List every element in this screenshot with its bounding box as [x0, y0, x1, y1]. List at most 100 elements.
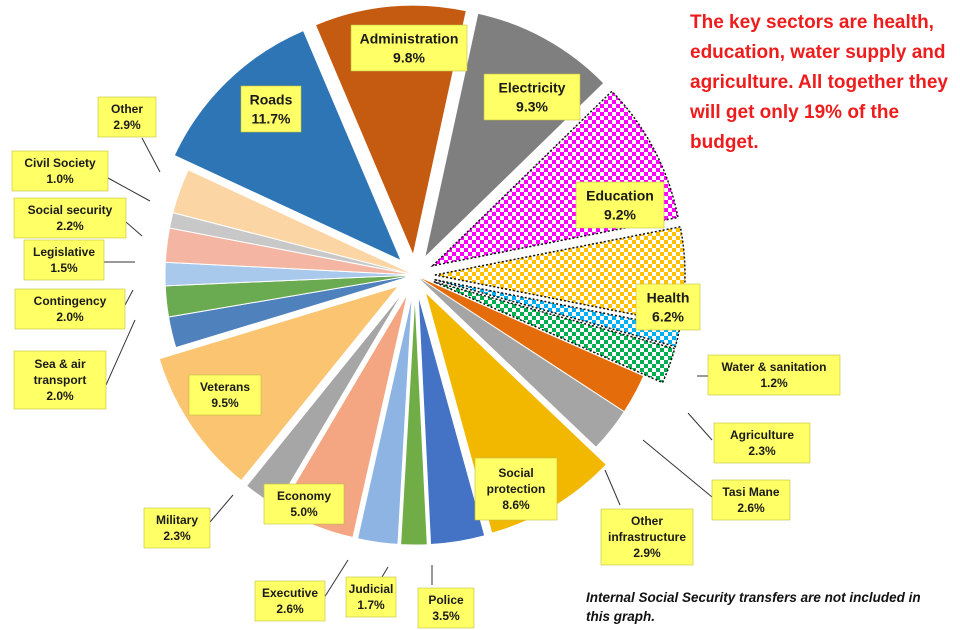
category-label-sea-air-transport: Sea & air: [34, 357, 86, 371]
value-label-police: 3.5%: [432, 609, 460, 623]
category-label-administration: Administration: [360, 30, 459, 46]
label-box-social-protection: [474, 457, 558, 521]
data-labels: Administration 9.8% Electricity 9.3% Educati…: [11, 24, 841, 629]
slice-other: [172, 169, 416, 276]
category-label-sea-air-transport: transport: [34, 373, 87, 387]
slice-police: [417, 294, 486, 545]
value-label-roads: 11.7%: [252, 110, 291, 126]
label-veterans: Veterans 9.5%: [188, 374, 262, 416]
slice-health: [434, 225, 686, 325]
value-label-military: 2.3%: [163, 529, 191, 543]
transfers-footnote: Internal Social Security transfers are n…: [586, 590, 921, 624]
category-label-military: Military: [156, 513, 198, 527]
category-label-social-protection: protection: [487, 482, 546, 496]
label-box-tasi-mane: [711, 479, 791, 521]
category-label-electricity: Electricity: [499, 79, 566, 95]
category-label-civil-society: Civil Society: [24, 156, 96, 170]
pie-slices: [158, 4, 686, 546]
label-box-social-security: [13, 197, 127, 239]
category-label-health: Health: [647, 289, 690, 305]
pie-center: [409, 269, 421, 281]
slice-other-infrastructure: [414, 274, 625, 449]
category-label-other-infrastructure: infrastructure: [608, 530, 686, 544]
label-box-contingency: [14, 288, 126, 330]
label-water-sanitation: Water & sanitation 1.2%: [707, 354, 841, 396]
category-label-education: Education: [586, 187, 654, 203]
label-box-other-infrastructure: [600, 508, 694, 566]
label-military: Military 2.3%: [143, 507, 211, 549]
label-police: Police 3.5%: [417, 587, 475, 629]
label-judicial: Judicial 1.7%: [345, 576, 397, 618]
label-legislative: Legislative 1.5%: [23, 239, 105, 281]
leader-line-other-infrastructure: [604, 469, 621, 506]
label-box-executive: [254, 580, 326, 622]
value-label-veterans: 9.5%: [211, 396, 239, 410]
label-economy: Economy 5.0%: [263, 483, 345, 525]
label-health: Health 6.2%: [635, 283, 701, 331]
label-box-electricity: [483, 73, 581, 121]
leader-line-military: [209, 494, 234, 523]
label-executive: Executive 2.6%: [254, 580, 326, 622]
category-label-economy: Economy: [277, 489, 331, 503]
value-label-other-infrastructure: 2.9%: [633, 546, 661, 560]
leader-line-social-security: [125, 221, 143, 237]
label-sea-air-transport: Sea & air transport 2.0%: [13, 350, 107, 410]
category-label-water-sanitation: Water & sanitation: [722, 360, 827, 374]
value-label-social-security: 2.2%: [56, 219, 84, 233]
label-box-roads: [240, 85, 302, 133]
value-label-contingency: 2.0%: [56, 310, 84, 324]
label-box-other: [97, 96, 157, 138]
value-label-legislative: 1.5%: [50, 261, 78, 275]
label-box-economy: [263, 483, 345, 525]
slice-water-sanitation: [434, 278, 681, 348]
value-label-education: 9.2%: [604, 206, 636, 222]
category-label-tasi-mane: Tasi Mane: [722, 485, 779, 499]
category-label-police: Police: [428, 593, 464, 607]
category-label-judicial: Judicial: [349, 582, 394, 596]
slice-veterans: [158, 285, 400, 482]
label-social-security: Social security 2.2%: [13, 197, 127, 239]
label-box-education: [575, 181, 665, 229]
category-label-veterans: Veterans: [200, 380, 250, 394]
value-label-electricity: 9.3%: [516, 98, 548, 114]
label-civil-society: Civil Society 1.0%: [11, 150, 109, 192]
key-sectors-note: The key sectors are health, education, w…: [690, 12, 948, 153]
label-agriculture: Agriculture 2.3%: [713, 422, 811, 464]
label-box-legislative: [23, 239, 105, 281]
leader-line-civil-society: [107, 177, 151, 202]
value-label-judicial: 1.7%: [357, 598, 385, 612]
value-label-social-protection: 8.6%: [502, 498, 530, 512]
label-box-civil-society: [11, 150, 109, 192]
value-label-other: 2.9%: [113, 118, 141, 132]
label-electricity: Electricity 9.3%: [483, 73, 581, 121]
slice-judicial: [400, 294, 428, 546]
label-box-police: [417, 587, 475, 629]
value-label-executive: 2.6%: [276, 602, 304, 616]
label-box-administration: [350, 24, 468, 72]
category-label-roads: Roads: [250, 91, 293, 107]
label-box-military: [143, 507, 211, 549]
slice-executive: [356, 294, 413, 545]
value-label-tasi-mane: 2.6%: [737, 501, 765, 515]
label-contingency: Contingency 2.0%: [14, 288, 126, 330]
category-label-social-protection: Social: [498, 466, 533, 480]
category-label-contingency: Contingency: [34, 294, 107, 308]
leader-line-sea-air-transport: [105, 319, 136, 386]
category-label-agriculture: Agriculture: [730, 428, 794, 442]
label-box-health: [635, 283, 701, 331]
label-box-water-sanitation: [707, 354, 841, 396]
leader-line-contingency: [124, 289, 134, 306]
slice-agriculture: [433, 281, 676, 384]
leader-line-other: [141, 137, 161, 173]
label-other-infrastructure: Other infrastructure 2.9%: [600, 508, 694, 566]
value-label-economy: 5.0%: [290, 505, 318, 519]
value-label-agriculture: 2.3%: [748, 444, 776, 458]
leader-line-judicial: [381, 566, 389, 578]
category-label-executive: Executive: [262, 586, 318, 600]
category-label-other-infrastructure: Other: [631, 514, 663, 528]
label-box-agriculture: [713, 422, 811, 464]
category-label-legislative: Legislative: [33, 245, 95, 259]
value-label-sea-air-transport: 2.0%: [46, 389, 74, 403]
